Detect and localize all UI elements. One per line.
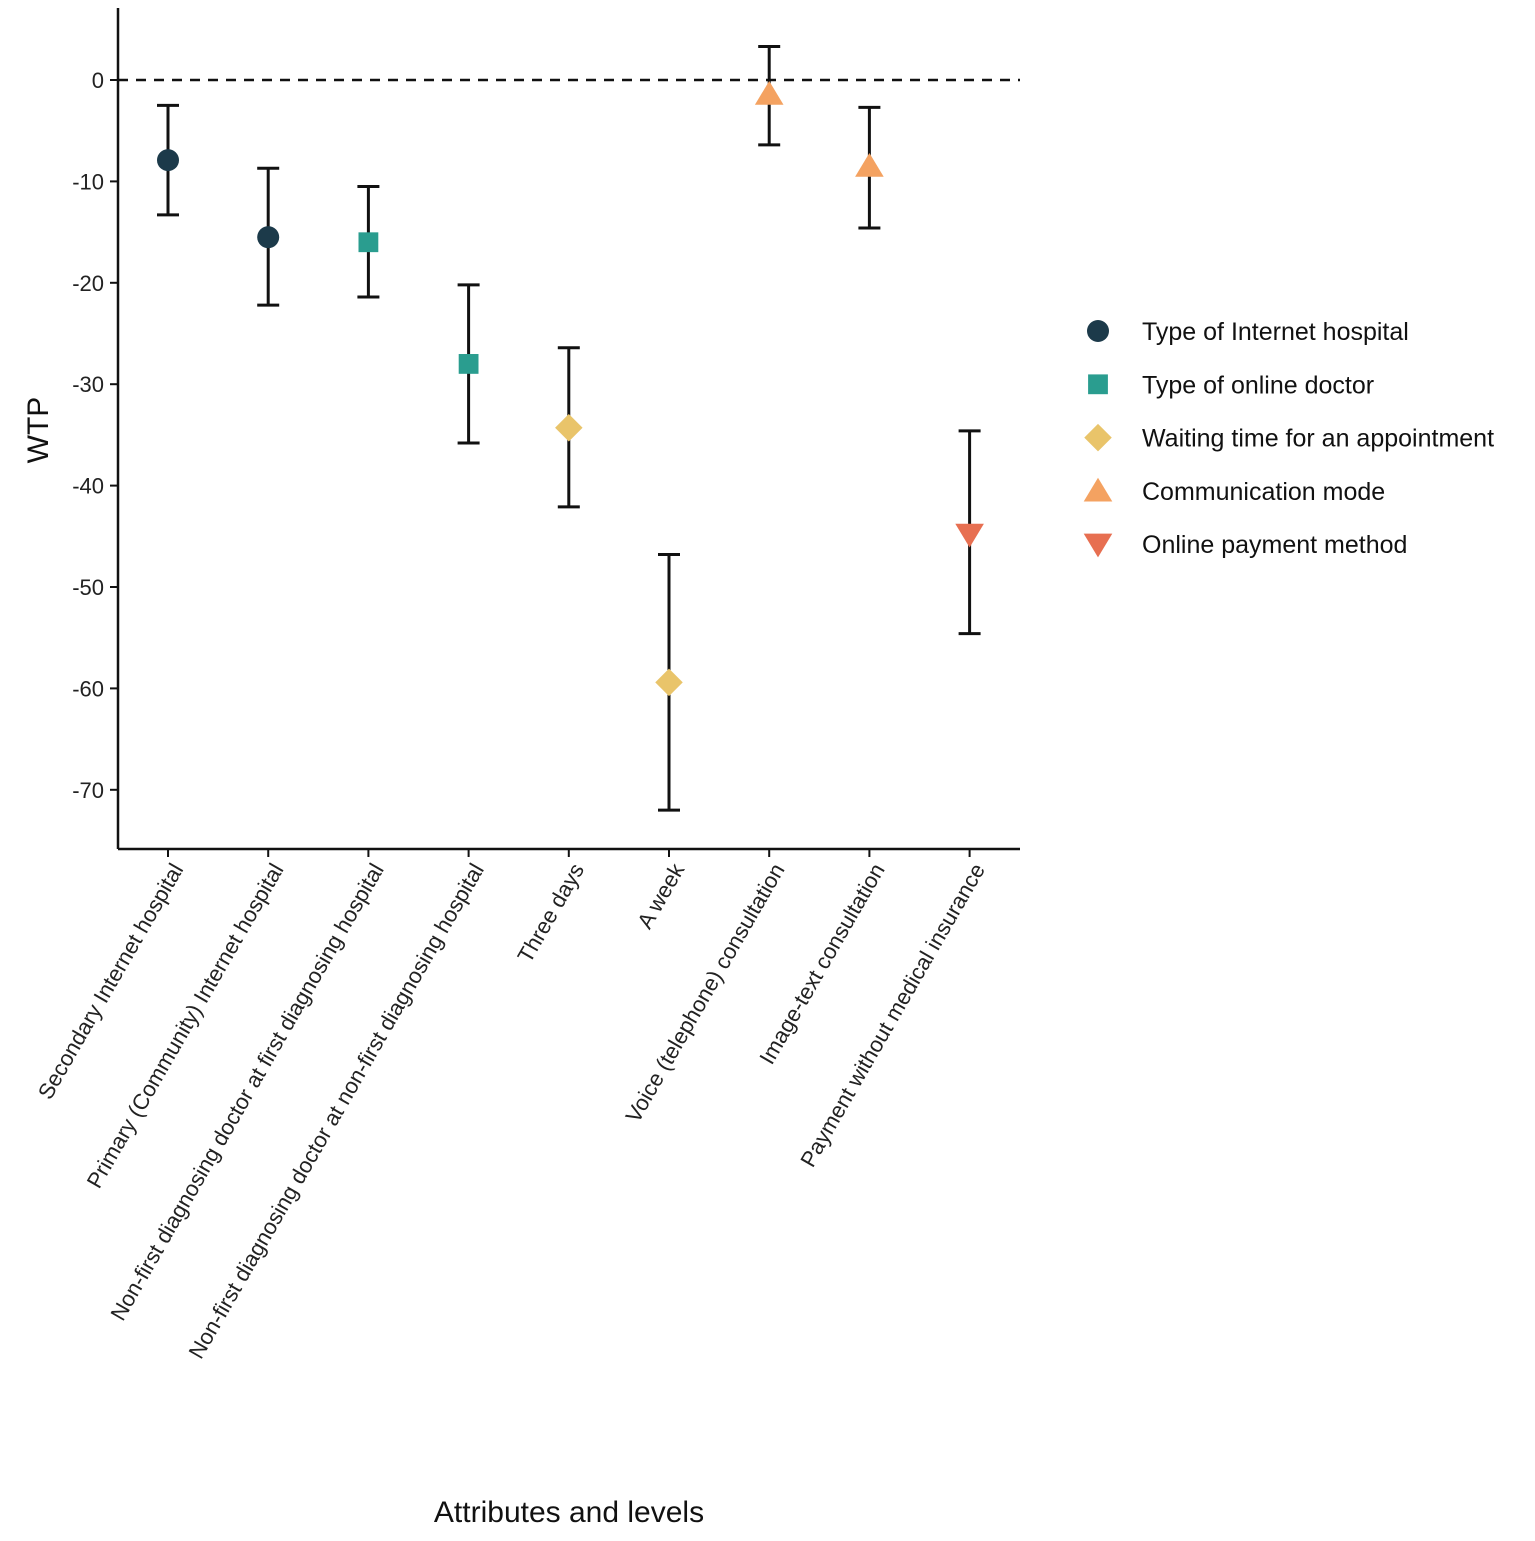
data-point-marker <box>157 149 179 172</box>
data-point-group <box>457 283 480 445</box>
data-point-marker <box>358 232 379 253</box>
data-point-group <box>357 184 380 299</box>
legend-label: Type of online doctor <box>1142 371 1374 399</box>
x-tick-label: Three days <box>512 859 589 967</box>
data-point-marker <box>855 152 884 177</box>
legend-label: Online payment method <box>1142 531 1407 559</box>
data-point-group <box>555 346 583 509</box>
data-point-marker <box>257 226 280 249</box>
legend-item: Type of Internet hospital <box>1087 318 1409 346</box>
legend-item: Communication mode <box>1083 477 1385 506</box>
legend-label: Waiting time for an appointment <box>1142 425 1494 453</box>
data-point-group <box>754 45 784 147</box>
y-tick-label: -10 <box>72 169 104 194</box>
data-point-marker <box>458 354 479 374</box>
legend-marker <box>1087 320 1109 342</box>
legend: Type of Internet hospital Type of online … <box>1083 318 1494 559</box>
legend-item: Waiting time for an appointment <box>1084 423 1494 453</box>
y-tick-label: -60 <box>72 676 104 701</box>
data-point-marker <box>955 523 984 548</box>
legend-label: Communication mode <box>1142 478 1385 506</box>
data-point-group <box>855 105 884 230</box>
y-tick-label: -50 <box>72 575 104 600</box>
data-point-group <box>257 166 280 307</box>
legend-marker <box>1083 477 1113 502</box>
y-axis-ticks: 0 -10 -20 -30 -40 -50 -60 -70 <box>72 68 118 803</box>
legend-marker <box>1083 533 1113 558</box>
x-axis-title: Attributes and levels <box>434 1496 704 1529</box>
y-tick-label: 0 <box>92 68 104 93</box>
legend-item: Online payment method <box>1083 531 1407 559</box>
y-tick-label: -70 <box>72 778 104 803</box>
y-tick-label: -40 <box>72 474 104 499</box>
x-tick-label: A week <box>632 858 690 933</box>
legend-marker <box>1088 374 1108 395</box>
data-point-group <box>157 103 179 217</box>
y-axis-title: WTP <box>22 397 55 464</box>
data-marks <box>157 45 984 812</box>
legend-marker <box>1084 423 1112 452</box>
y-tick-label: -30 <box>72 372 104 397</box>
data-point-marker <box>555 414 583 442</box>
x-tick-label: Payment without medical insurance <box>795 859 990 1171</box>
data-point-marker <box>754 80 784 105</box>
data-point-group <box>955 429 984 636</box>
data-point-group <box>655 553 683 812</box>
legend-item: Type of online doctor <box>1088 371 1374 399</box>
y-tick-label: -20 <box>72 271 104 296</box>
legend-label: Type of Internet hospital <box>1142 318 1409 346</box>
data-point-marker <box>655 668 683 697</box>
x-tick-label: Primary (Community) Internet hospital <box>82 859 289 1192</box>
